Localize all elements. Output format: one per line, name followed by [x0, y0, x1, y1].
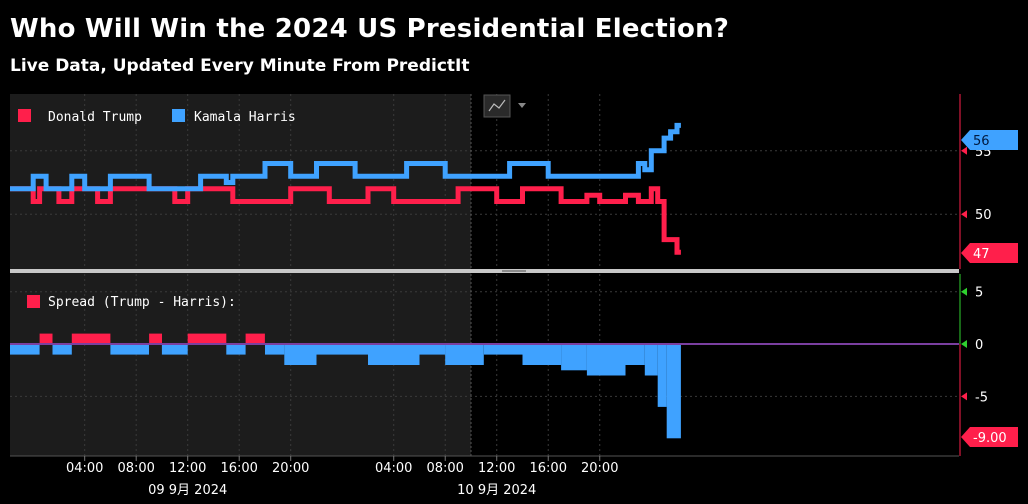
spread-bar [625, 344, 645, 365]
spread-bar [666, 344, 681, 439]
x-tick-label: 04:00 [66, 461, 103, 476]
spread-bar [149, 333, 162, 345]
legend-swatch-trump [18, 109, 31, 122]
x-date-label: 09 9月 2024 [148, 483, 227, 498]
pane-background-past [10, 94, 471, 456]
x-tick-label: 20:00 [581, 461, 618, 476]
spread-bar [522, 344, 562, 365]
panel-resize-handle[interactable] [502, 270, 526, 272]
series-line-harris [10, 122, 681, 192]
legend-label-trump: Donald Trump [48, 110, 142, 125]
y-tick-label: -5 [975, 390, 988, 405]
spread-bar [110, 344, 149, 355]
spread-bar [316, 344, 368, 355]
badge-spread-value: -9.00 [973, 431, 1007, 446]
spread-bar [265, 344, 285, 355]
x-tick-label: 20:00 [272, 461, 309, 476]
spread-bar [368, 344, 420, 365]
spread-bar [284, 344, 317, 365]
legend-label-spread: Spread (Trump - Harris): [48, 295, 236, 310]
y-tick-label: 50 [975, 208, 992, 223]
chart-type-selector[interactable] [483, 94, 526, 118]
x-date-label: 10 9月 2024 [457, 483, 536, 498]
spread-bar [245, 333, 265, 345]
y-tick-label: 5 [975, 286, 983, 301]
badge-harris-last: 56 [961, 130, 1018, 150]
spread-bar [187, 333, 227, 345]
chevron-down-icon [518, 103, 526, 108]
x-tick-label: 04:00 [375, 461, 412, 476]
badge-trump-value: 47 [973, 247, 990, 262]
page-title: Who Will Win the 2024 US Presidential El… [10, 14, 730, 44]
spread-bar [10, 344, 40, 355]
y-tick-arrow [961, 340, 967, 349]
x-axis-ticks: 04:00 08:00 12:00 16:00 20:00 04:00 08:00 12:00… [66, 456, 618, 498]
badge-trump-last: 47 [961, 243, 1018, 263]
spread-axis-ticks: 5 0 -5 [961, 286, 988, 405]
pane-background-future [471, 94, 959, 456]
spread-bar [644, 344, 658, 376]
legend-swatch-harris [172, 109, 185, 122]
legend-swatch-spread [27, 295, 40, 308]
spread-bar [52, 344, 72, 355]
spread-bar [71, 333, 111, 345]
x-tick-label: 08:00 [426, 461, 463, 476]
spread-bar [586, 344, 626, 376]
grid-lines [10, 94, 959, 456]
x-tick-label: 16:00 [220, 461, 257, 476]
y-tick-arrow [961, 146, 967, 155]
spread-bar [561, 344, 587, 371]
legend-label-harris: Kamala Harris [194, 110, 296, 125]
x-tick-label: 12:00 [478, 461, 515, 476]
x-tick-label: 16:00 [530, 461, 567, 476]
y-tick-arrow [961, 210, 967, 219]
badge-spread-last: -9.00 [961, 427, 1018, 447]
x-tick-label: 12:00 [169, 461, 206, 476]
y-tick-label: 0 [975, 338, 983, 353]
spread-bar [445, 344, 484, 365]
y-tick-arrow [961, 287, 967, 296]
spread-bar [226, 344, 246, 355]
page-subtitle: Live Data, Updated Every Minute From Pre… [10, 56, 470, 76]
badge-harris-value: 56 [973, 134, 990, 149]
x-tick-label: 08:00 [117, 461, 154, 476]
spread-bars [10, 333, 681, 439]
line-chart-icon [488, 99, 506, 112]
spread-bar [657, 344, 667, 407]
spread-bar [161, 344, 188, 355]
spread-bar [419, 344, 446, 355]
panel-separator [10, 269, 959, 273]
spread-bar [39, 333, 53, 345]
spread-bar [483, 344, 523, 355]
y-tick-arrow [961, 392, 967, 401]
